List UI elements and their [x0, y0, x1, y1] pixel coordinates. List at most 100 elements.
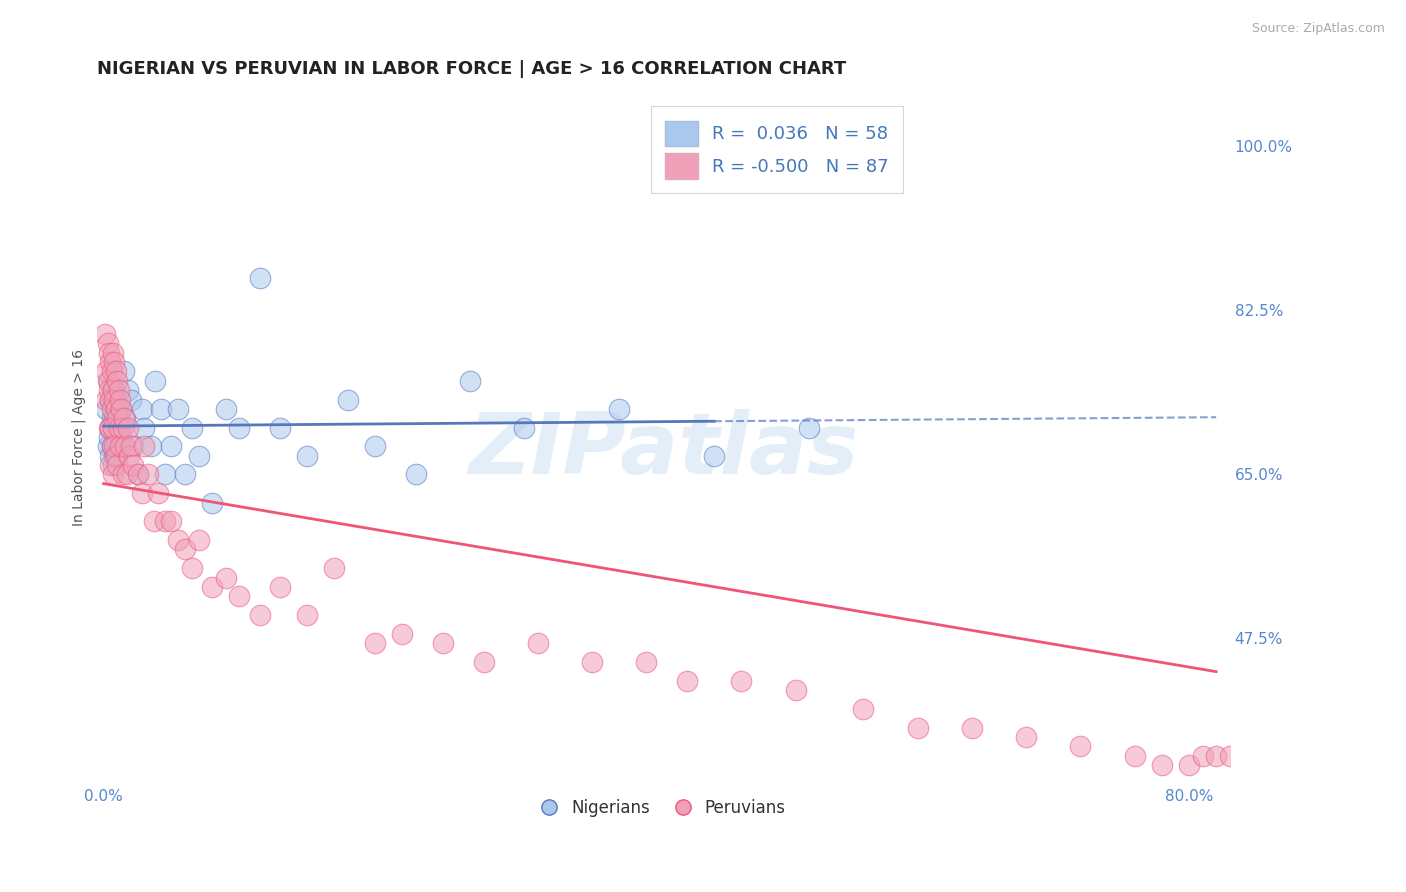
Point [1015, 730, 1038, 744]
Point [101, 458, 124, 472]
Point [323, 561, 346, 575]
Point [1232, 730, 1254, 744]
Point [1069, 739, 1091, 754]
Text: NIGERIAN VS PERUVIAN IN LABOR FORCE | AGE > 16 CORRELATION CHART: NIGERIAN VS PERUVIAN IN LABOR FORCE | AG… [97, 60, 846, 78]
Point [797, 420, 820, 434]
Point [104, 364, 127, 378]
Point [98, 420, 121, 434]
Point [101, 345, 124, 359]
Point [458, 374, 481, 388]
Point [960, 721, 983, 735]
Point [111, 439, 134, 453]
Point [120, 439, 142, 453]
Point [100, 401, 122, 416]
Point [215, 401, 238, 416]
Point [1178, 758, 1201, 772]
Point [110, 420, 132, 434]
Point [101, 467, 124, 482]
Point [97, 439, 120, 453]
Point [526, 636, 548, 650]
Point [636, 655, 658, 669]
Point [100, 449, 122, 463]
Point [249, 608, 271, 623]
Point [108, 401, 131, 416]
Point [131, 401, 153, 416]
Point [114, 439, 136, 453]
Point [100, 392, 122, 407]
Point [143, 374, 166, 388]
Point [98, 374, 121, 388]
Point [167, 401, 190, 416]
Point [676, 673, 699, 688]
Point [907, 721, 929, 735]
Point [187, 533, 209, 547]
Point [115, 467, 138, 482]
Point [1150, 758, 1173, 772]
Point [785, 683, 807, 698]
Point [100, 364, 122, 378]
Point [105, 449, 128, 463]
Point [149, 401, 172, 416]
Point [120, 392, 142, 407]
Point [127, 467, 149, 482]
Point [97, 374, 120, 388]
Point [215, 570, 238, 584]
Point [180, 420, 202, 434]
Point [295, 608, 318, 623]
Point [103, 355, 125, 369]
Point [101, 383, 124, 397]
Point [101, 420, 124, 434]
Point [180, 561, 202, 575]
Point [187, 449, 209, 463]
Point [105, 411, 128, 425]
Point [134, 420, 156, 434]
Point [105, 458, 128, 472]
Point [100, 411, 122, 425]
Point [228, 590, 250, 604]
Point [269, 580, 291, 594]
Point [391, 627, 413, 641]
Point [108, 430, 131, 444]
Point [111, 420, 134, 434]
Point [117, 383, 139, 397]
Point [1265, 739, 1288, 754]
Point [134, 439, 156, 453]
Point [201, 580, 224, 594]
Point [336, 392, 359, 407]
Point [98, 383, 121, 397]
Point [105, 392, 128, 407]
Point [104, 401, 127, 416]
Point [96, 364, 118, 378]
Point [100, 383, 122, 397]
Point [104, 449, 127, 463]
Point [122, 439, 145, 453]
Point [100, 420, 122, 434]
Point [100, 420, 122, 434]
Point [100, 458, 122, 472]
Text: Source: ZipAtlas.com: Source: ZipAtlas.com [1251, 22, 1385, 36]
Point [432, 636, 454, 650]
Point [117, 420, 139, 434]
Point [581, 655, 603, 669]
Point [1205, 748, 1227, 763]
Point [105, 374, 128, 388]
Point [167, 533, 190, 547]
Point [100, 355, 122, 369]
Point [269, 420, 291, 434]
Point [607, 401, 630, 416]
Point [730, 673, 752, 688]
Point [108, 439, 131, 453]
Point [112, 411, 135, 425]
Point [103, 449, 125, 463]
Point [160, 514, 183, 528]
Point [703, 449, 725, 463]
Point [160, 439, 183, 453]
Y-axis label: In Labor Force | Age > 16: In Labor Force | Age > 16 [72, 349, 86, 525]
Point [174, 467, 197, 482]
Point [1260, 721, 1282, 735]
Point [94, 326, 117, 341]
Point [1246, 721, 1268, 735]
Point [111, 467, 134, 482]
Point [1123, 748, 1146, 763]
Point [98, 345, 121, 359]
